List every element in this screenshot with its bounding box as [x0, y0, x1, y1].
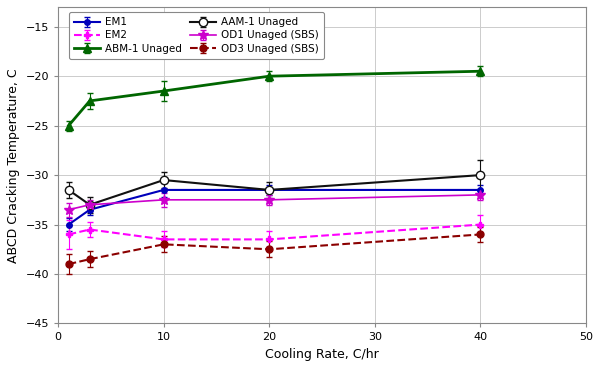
Y-axis label: ABCD Cracking Temperature, C: ABCD Cracking Temperature, C: [7, 68, 20, 262]
X-axis label: Cooling Rate, C/hr: Cooling Rate, C/hr: [265, 348, 379, 361]
Legend: EM1, EM2, ABM-1 Unaged, AAM-1 Unaged, OD1 Unaged (SBS), OD3 Unaged (SBS): EM1, EM2, ABM-1 Unaged, AAM-1 Unaged, OD…: [68, 12, 325, 59]
